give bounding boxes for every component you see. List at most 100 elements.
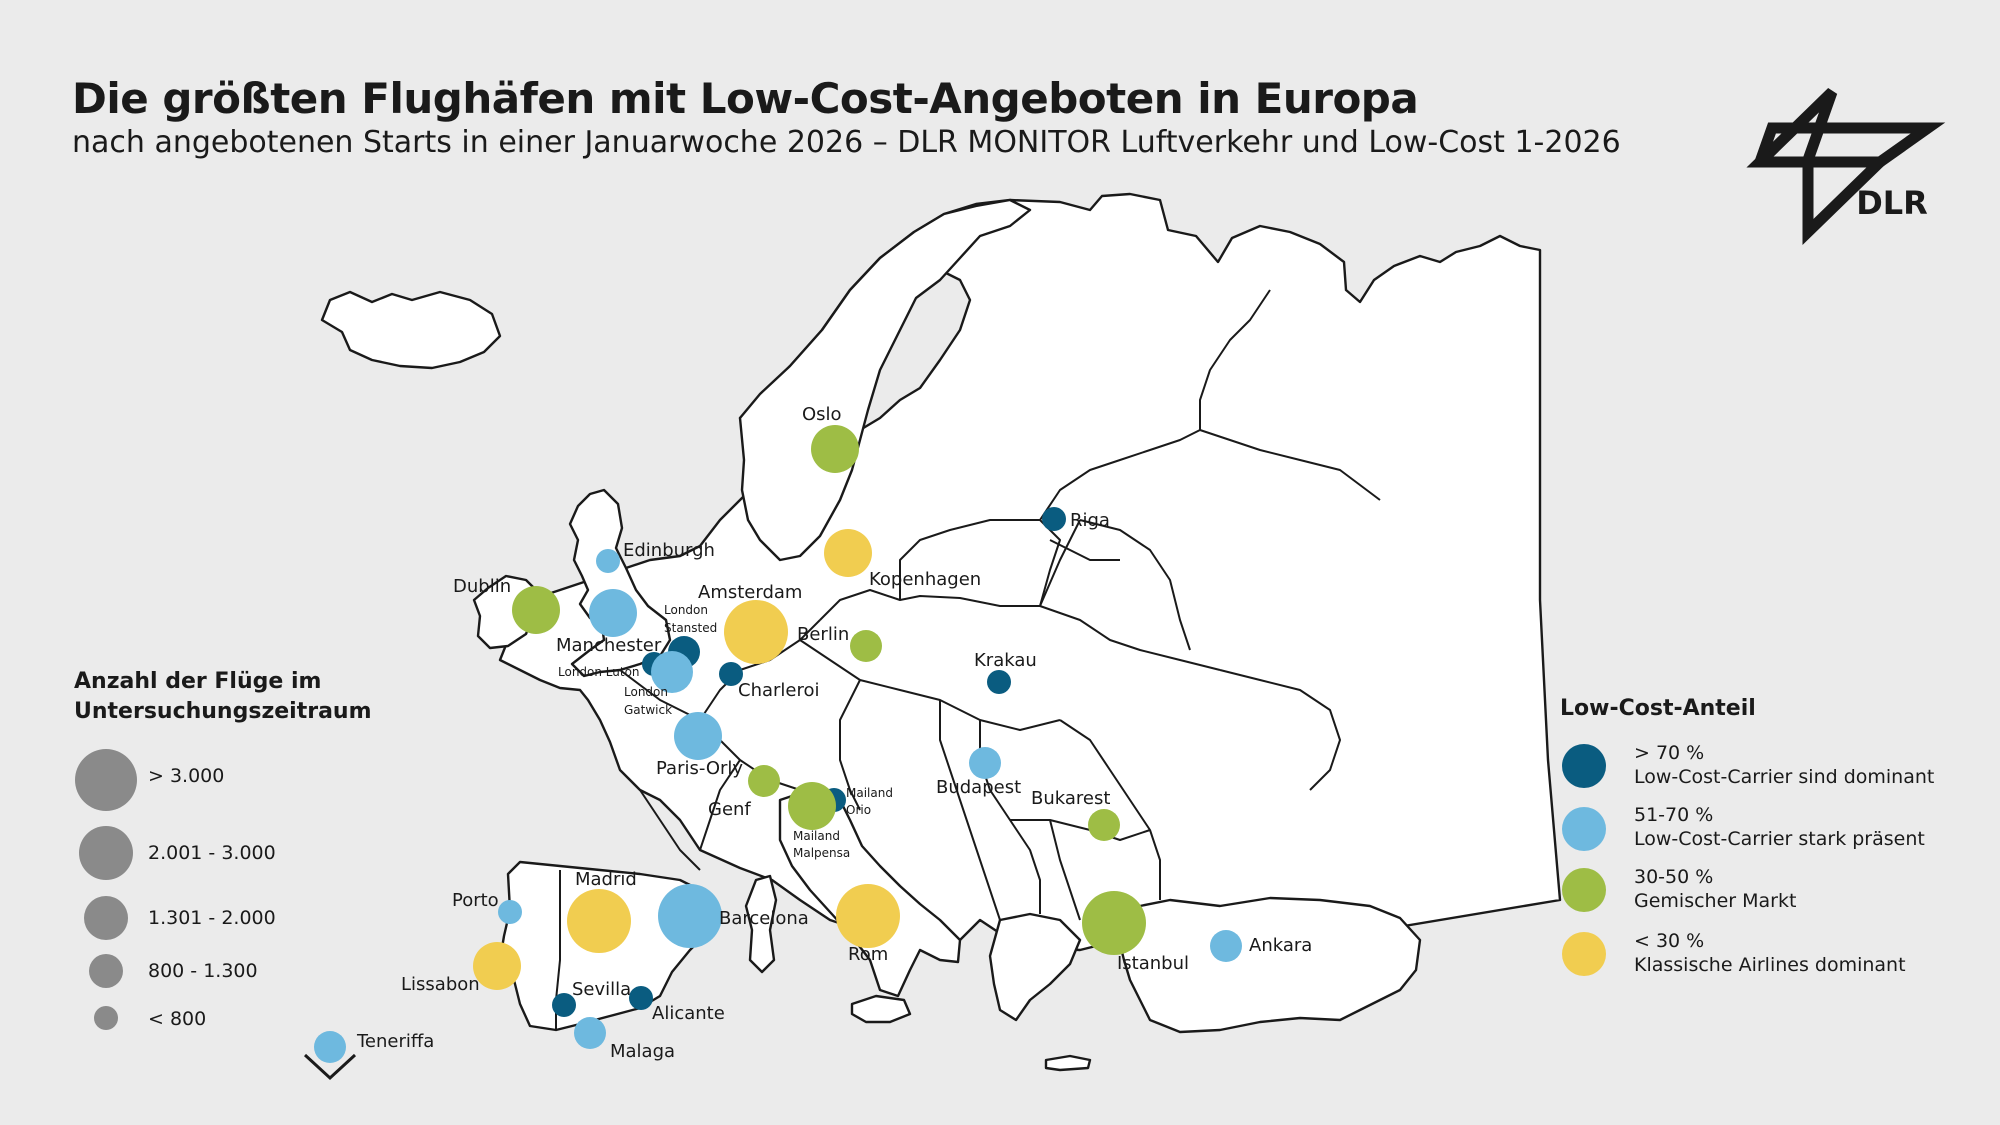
airport-marker-porto (498, 900, 522, 924)
size-legend-title-1: Anzahl der Flüge im (74, 669, 322, 694)
share-legend-title: Low-Cost-Anteil (1560, 696, 1756, 721)
label-london-gatwick-1: London (624, 685, 668, 699)
airport-marker-oslo (811, 425, 859, 473)
label-rom: Rom (848, 944, 888, 965)
dlr-logo-text: DLR (1856, 184, 1928, 222)
label-barcelona: Barcelona (719, 908, 809, 929)
label-madrid: Madrid (575, 869, 637, 890)
share-legend-item-2: 51-70 % Low-Cost-Carrier stark präsent (1634, 804, 1925, 850)
label-budapest: Budapest (936, 777, 1021, 798)
label-sevilla: Sevilla (572, 979, 631, 1000)
share-legend-label-4: < 30 % (1634, 930, 1705, 952)
label-ankara: Ankara (1249, 935, 1312, 956)
size-legend-circle-1 (75, 749, 137, 811)
share-legend-item-1: > 70 % Low-Cost-Carrier sind dominant (1634, 742, 1934, 788)
label-mailand-malpensa-2: Malpensa (793, 846, 850, 860)
airport-marker-lissabon (473, 942, 521, 990)
airport-marker-sevilla (552, 993, 576, 1017)
label-kopenhagen: Kopenhagen (869, 569, 981, 590)
share-legend-label-2: 51-70 % (1634, 804, 1714, 826)
airport-marker-paris-orly (674, 712, 722, 760)
label-charleroi: Charleroi (738, 680, 820, 701)
airport-marker-london-gatwick (651, 651, 693, 693)
size-legend-circle-5 (94, 1006, 118, 1030)
airport-marker-alicante (629, 986, 653, 1010)
dlr-logo: DLR (1746, 88, 1946, 246)
label-dublin: Dublin (453, 576, 511, 597)
scandinavia-shape (738, 198, 1032, 562)
iceland-shape (320, 290, 502, 370)
airport-marker-berlin (850, 630, 882, 662)
share-swatch-3 (1562, 868, 1606, 912)
label-alicante: Alicante (652, 1003, 725, 1024)
corsica-sardinia-shape (744, 874, 778, 974)
size-legend-title-2: Untersuchungszeitraum (74, 699, 372, 724)
share-legend-desc-1: Low-Cost-Carrier sind dominant (1634, 766, 1935, 788)
airport-marker-budapest (969, 747, 1001, 779)
label-amsterdam: Amsterdam (698, 582, 802, 603)
size-legend-circle-2 (79, 826, 133, 880)
city-labels: Oslo Riga Edinburgh Kopenhagen Dublin Ma… (356, 404, 1312, 1062)
greece-shape (988, 912, 1082, 1022)
label-london-stansted-1: London (664, 603, 708, 617)
size-legend-circle-4 (89, 954, 123, 988)
size-legend-label-3: 1.301 - 2.000 (148, 907, 276, 929)
airport-marker-istanbul (1082, 891, 1146, 955)
label-porto: Porto (452, 890, 499, 911)
label-london-luton: London Luton (558, 665, 640, 679)
airport-marker-charleroi (719, 662, 743, 686)
crete-shape (1044, 1054, 1092, 1072)
label-mailand-orio-2: Orio (846, 803, 871, 817)
label-malaga: Malaga (610, 1041, 675, 1062)
label-lissabon: Lissabon (401, 974, 480, 995)
canary-islands-marker (303, 1053, 357, 1081)
airport-marker-riga (1042, 507, 1066, 531)
size-legend-label-1: > 3.000 (148, 765, 225, 787)
label-istanbul: Istanbul (1117, 953, 1189, 974)
share-swatch-4 (1562, 932, 1606, 976)
share-legend-desc-2: Low-Cost-Carrier stark präsent (1634, 828, 1925, 850)
label-bukarest: Bukarest (1031, 788, 1110, 809)
turkey-shape (1116, 896, 1422, 1034)
label-oslo: Oslo (802, 404, 842, 425)
great-britain-shape (568, 488, 672, 678)
size-legend-label-2: 2.001 - 3.000 (148, 842, 276, 864)
airport-marker-amsterdam (724, 600, 788, 664)
airport-marker-malaga (574, 1017, 606, 1049)
airport-marker-rom (836, 884, 900, 948)
label-mailand-orio-1: Mailand (846, 786, 893, 800)
mainland-shape (498, 192, 1562, 977)
share-legend-label-3: 30-50 % (1634, 866, 1714, 888)
airport-marker-dublin (512, 586, 560, 634)
sicily-shape (850, 994, 912, 1024)
airport-marker-manchester (589, 589, 637, 637)
page-title: Die größten Flughäfen mit Low-Cost-Angeb… (72, 74, 1419, 123)
airport-marker-madrid (567, 889, 631, 953)
label-paris-orly: Paris-Orly (656, 758, 743, 779)
share-legend-item-4: < 30 % Klassische Airlines dominant (1634, 930, 1906, 976)
share-legend-desc-4: Klassische Airlines dominant (1634, 954, 1906, 976)
label-berlin: Berlin (797, 624, 849, 645)
size-legend-label-4: 800 - 1.300 (148, 960, 258, 982)
share-legend-label-1: > 70 % (1634, 742, 1705, 764)
share-legend-swatches (1562, 744, 1606, 976)
share-legend-item-3: 30-50 % Gemischer Markt (1634, 866, 1796, 912)
label-teneriffa: Teneriffa (356, 1031, 434, 1052)
airport-marker-barcelona (658, 884, 722, 948)
size-legend-circles (75, 749, 137, 1030)
size-legend-circle-3 (84, 896, 128, 940)
label-london-stansted-2: Stansted (664, 621, 717, 635)
airport-marker-genf (748, 765, 780, 797)
airport-marker-mailand-malpensa (788, 782, 836, 830)
airport-marker-krakau (987, 670, 1011, 694)
airport-marker-ankara (1210, 930, 1242, 962)
label-london-gatwick-2: Gatwick (624, 703, 672, 717)
airport-marker-kopenhagen (824, 529, 872, 577)
label-manchester: Manchester (556, 635, 662, 656)
share-swatch-1 (1562, 744, 1606, 788)
label-krakau: Krakau (974, 650, 1037, 671)
label-riga: Riga (1070, 510, 1110, 531)
airport-marker-teneriffa (314, 1031, 346, 1063)
